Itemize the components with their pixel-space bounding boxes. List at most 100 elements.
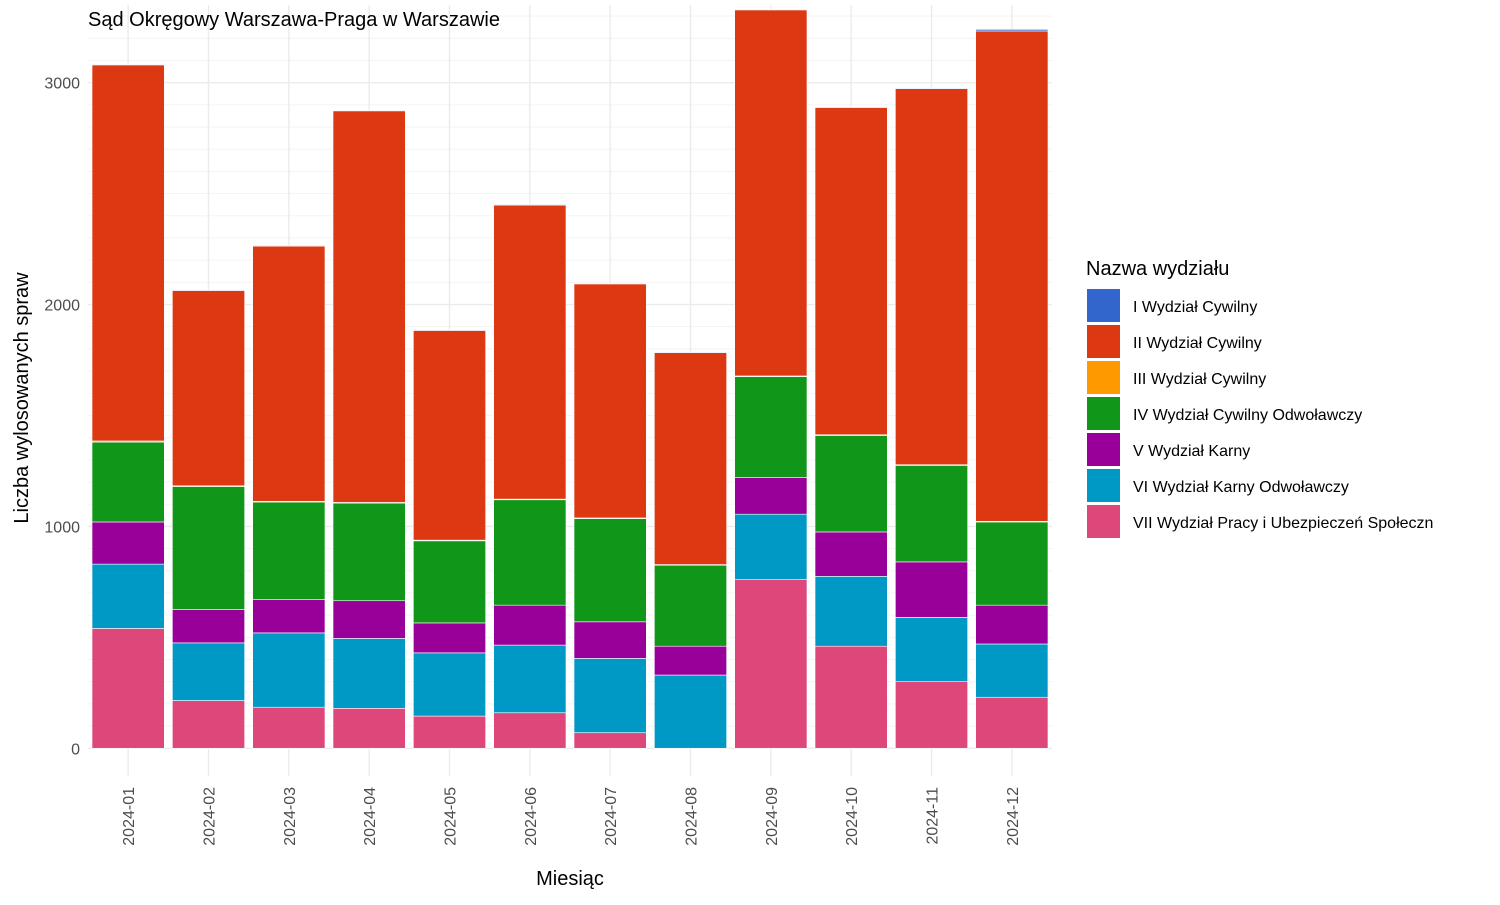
bar-segment (413, 652, 486, 717)
bar-segment (332, 708, 406, 749)
bar-segment (172, 642, 245, 701)
legend-label: IV Wydział Cywilny Odwoławczy (1133, 407, 1362, 424)
bar-segment (493, 499, 567, 606)
x-tick-label: 2024-01 (121, 787, 138, 846)
legend-label: VI Wydział Karny Odwoławczy (1133, 479, 1349, 496)
bar-segment (91, 64, 165, 442)
bar-segment (172, 700, 245, 749)
bar-stack-2024-06 (493, 204, 567, 749)
bar-segment (493, 204, 567, 206)
y-tick-label: 0 (71, 741, 80, 758)
bar-segment (654, 645, 727, 676)
bar-segment (252, 245, 326, 247)
bar-segment (814, 576, 888, 647)
bar-segment (332, 502, 406, 602)
bar-segment (493, 604, 567, 646)
bar-stack-2024-05 (413, 329, 486, 749)
bar-segment (252, 245, 326, 502)
bar-segment (252, 632, 326, 708)
y-axis-label: Liczba wylosowanych spraw (11, 272, 33, 524)
bar-stack-2024-09 (734, 8, 808, 749)
bar-segment (654, 352, 727, 565)
bar-segment (91, 563, 165, 629)
legend-swatch (1087, 397, 1120, 430)
bar-segment (413, 622, 486, 654)
bar-segment (895, 681, 968, 749)
bar-segment (654, 674, 727, 749)
bar-segment (573, 282, 647, 285)
bar-segment (814, 107, 888, 436)
bar-segment (895, 87, 968, 89)
legend-label: I Wydział Cywilny (1133, 299, 1257, 316)
bar-segment (573, 658, 647, 734)
bars-layer (91, 8, 1049, 749)
legend-label: V Wydział Karny (1133, 443, 1250, 460)
y-tick-label: 2000 (44, 298, 80, 315)
bar-segment (413, 540, 486, 624)
bar-segment (332, 110, 406, 503)
legend-swatch (1087, 325, 1120, 358)
x-tick-label: 2024-05 (443, 787, 460, 846)
bar-segment (975, 643, 1049, 698)
bar-stack-2024-04 (332, 109, 406, 749)
legend-label: VII Wydział Pracy i Ubezpieczeń Społeczn (1133, 515, 1433, 532)
x-tick-label: 2024-06 (523, 787, 540, 846)
y-axis-ticks: 0 1000 2000 3000 (44, 76, 80, 759)
bar-segment (332, 109, 406, 112)
bar-segment (332, 600, 406, 639)
bar-segment (172, 486, 245, 610)
x-tick-label: 2024-10 (844, 787, 861, 846)
bar-segment (734, 9, 808, 377)
legend-swatch (1087, 361, 1120, 394)
bar-segment (332, 638, 406, 709)
bar-segment (91, 63, 165, 66)
bar-segment (573, 283, 647, 519)
bar-segment (413, 330, 486, 541)
bar-segment (895, 561, 968, 618)
bar-stack-2024-08 (654, 351, 727, 749)
bar-segment (814, 106, 888, 108)
legend-swatch (1087, 289, 1120, 322)
bar-segment (413, 329, 486, 331)
bar-segment (91, 441, 165, 523)
bar-segment (814, 435, 888, 533)
y-tick-label: 1000 (44, 519, 80, 536)
x-tick-label: 2024-02 (202, 787, 219, 846)
bar-segment (493, 204, 567, 500)
legend-swatch (1087, 469, 1120, 502)
bar-segment (573, 732, 647, 749)
bar-segment (172, 290, 245, 487)
bar-segment (895, 617, 968, 683)
y-tick-label: 3000 (44, 76, 80, 93)
x-tick-label: 2024-08 (684, 787, 701, 846)
bar-segment (172, 289, 245, 291)
bar-segment (493, 644, 567, 714)
bar-segment (975, 30, 1049, 522)
bar-segment (172, 609, 245, 644)
x-axis-ticks: 2024-01 2024-02 2024-03 2024-04 2024-05 2024-… (121, 787, 1022, 846)
legend: Nazwa wydziału I Wydział Cywilny II Wydzi… (1086, 258, 1433, 538)
bar-segment (573, 621, 647, 659)
bar-segment (975, 696, 1049, 749)
legend-swatch (1087, 433, 1120, 466)
bar-segment (895, 88, 968, 466)
bar-segment (975, 521, 1049, 606)
bar-segment (573, 518, 647, 623)
bar-segment (814, 645, 888, 749)
bar-segment (91, 521, 165, 565)
x-tick-label: 2024-09 (764, 787, 781, 846)
bar-segment (493, 712, 567, 749)
bar-segment (895, 465, 968, 563)
bar-segment (734, 579, 808, 749)
bar-segment (734, 477, 808, 515)
bar-stack-2024-03 (252, 245, 326, 749)
bar-segment (654, 564, 727, 647)
x-tick-label: 2024-12 (1005, 787, 1022, 846)
bar-segment (252, 599, 326, 634)
bar-segment (734, 8, 808, 11)
bar-segment (252, 706, 326, 749)
bar-segment (734, 513, 808, 580)
chart-title: Sąd Okręgowy Warszawa-Praga w Warszawie (88, 9, 500, 31)
